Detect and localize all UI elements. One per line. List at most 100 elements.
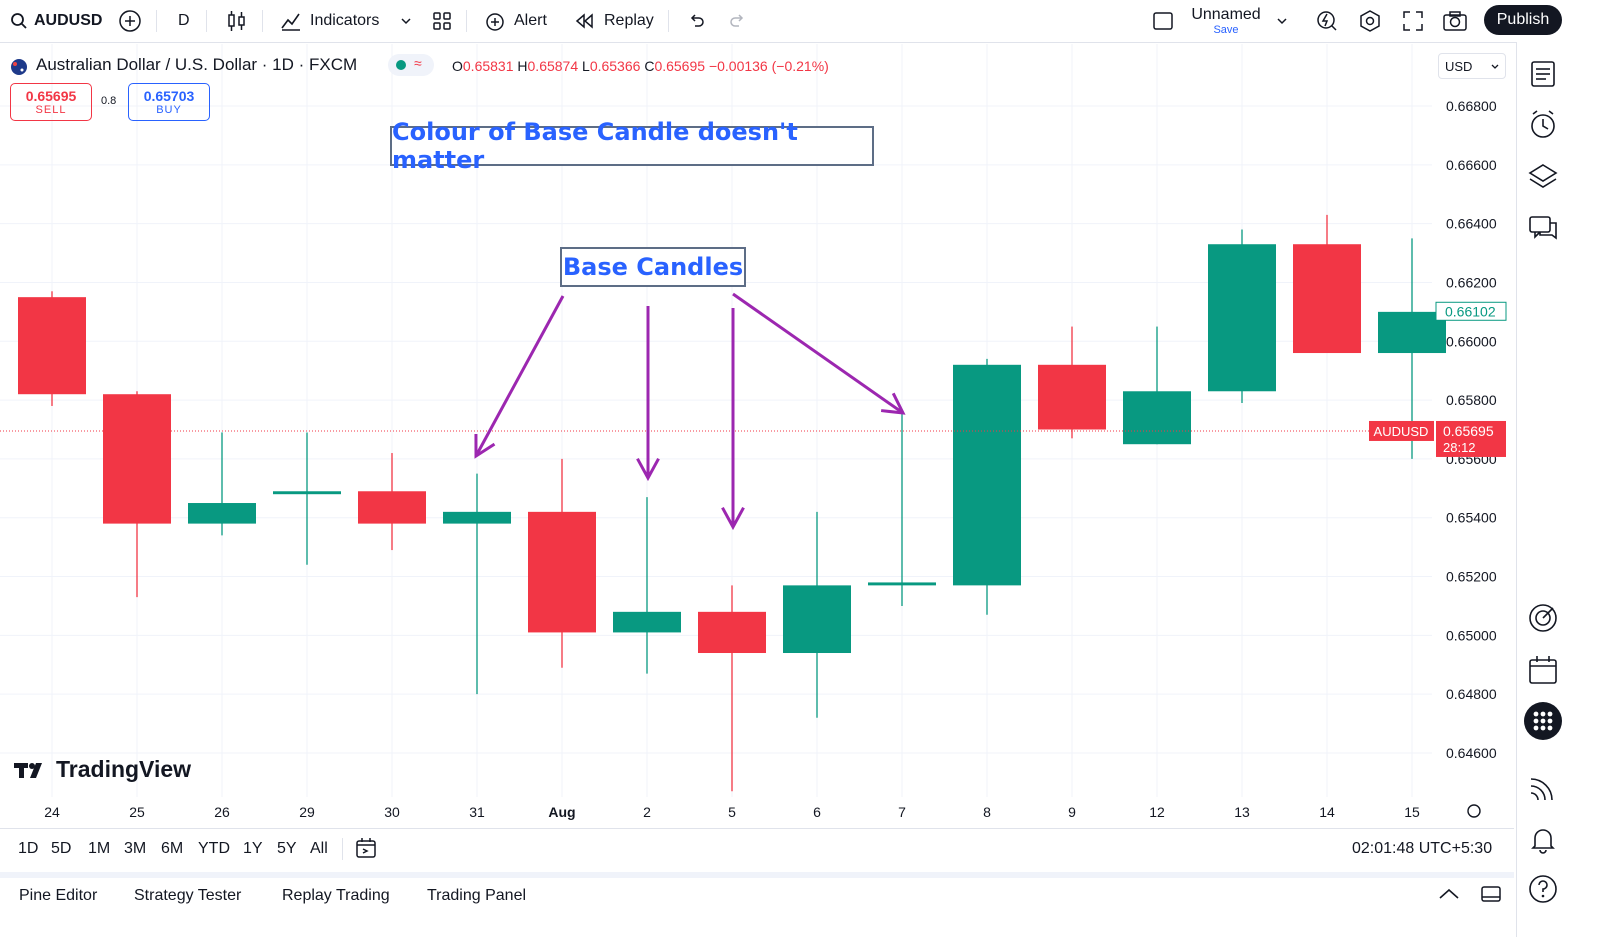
replay-label: Replay xyxy=(604,12,654,29)
candle-body-bearish[interactable] xyxy=(528,511,596,633)
candle-body-bullish[interactable] xyxy=(868,582,936,586)
candle-body-bullish[interactable] xyxy=(273,491,341,495)
indicators-button[interactable]: Indicators xyxy=(280,0,379,42)
candle-body-bullish[interactable] xyxy=(443,511,511,524)
axis-settings-icon[interactable] xyxy=(1467,804,1481,818)
ohlc-readout: O0.65831 H0.65874 L0.65366 C0.65695 −0.0… xyxy=(452,58,829,74)
candle-body-bearish[interactable] xyxy=(103,394,171,524)
alerts-button[interactable] xyxy=(1526,108,1560,142)
chart-type-button[interactable] xyxy=(226,0,248,42)
bottom-tab-strategy-tester[interactable]: Strategy Tester xyxy=(134,887,242,904)
market-status-badge[interactable]: ≈ xyxy=(388,54,434,76)
chat-icon xyxy=(1529,216,1557,240)
price-tick-label: 0.66000 xyxy=(1446,333,1497,349)
clock-timezone[interactable]: 02:01:48 UTC+5:30 xyxy=(1352,840,1493,857)
annotation-arrow[interactable] xyxy=(474,295,565,457)
sell-button[interactable]: 0.65695 SELL xyxy=(10,83,92,121)
range-button-5y[interactable]: 5Y xyxy=(277,840,297,857)
candle-body-bullish[interactable] xyxy=(783,585,851,654)
compare-button[interactable] xyxy=(118,0,142,42)
notifications-button[interactable] xyxy=(1526,822,1560,856)
range-button-3m[interactable]: 3M xyxy=(124,840,147,857)
layout-dropdown[interactable] xyxy=(1276,0,1288,42)
lightning-search-icon xyxy=(1317,11,1337,31)
products-button[interactable] xyxy=(1524,702,1562,740)
alert-button[interactable]: Alert xyxy=(484,0,547,42)
date-tick-label: 13 xyxy=(1234,804,1250,820)
candle-body-bullish[interactable] xyxy=(1378,311,1446,354)
ideas-button[interactable] xyxy=(1526,601,1560,635)
object-tree-button[interactable] xyxy=(1526,160,1560,194)
maximize-panel-button[interactable] xyxy=(1480,884,1502,909)
bottom-tab-replay-trading[interactable]: Replay Trading xyxy=(282,887,390,904)
redo-button[interactable] xyxy=(728,0,748,42)
candle-body-bullish[interactable] xyxy=(953,364,1021,586)
fullscreen-button[interactable] xyxy=(1402,0,1424,42)
range-button-1d[interactable]: 1D xyxy=(18,840,39,857)
base-candles-annotation[interactable]: Base Candles xyxy=(560,247,746,287)
symbol-title[interactable]: Australian Dollar / U.S. Dollar · 1D · F… xyxy=(36,55,358,74)
interval-button[interactable]: D xyxy=(178,12,190,29)
currency-label: USD xyxy=(1445,58,1473,74)
save-label: Save xyxy=(1213,24,1239,36)
settings-button[interactable] xyxy=(1358,0,1382,42)
templates-button[interactable] xyxy=(432,0,452,42)
layers-icon xyxy=(1528,164,1558,188)
buy-button[interactable]: 0.65703 BUY xyxy=(128,83,210,121)
gear-icon xyxy=(1360,10,1380,32)
collapse-panel-button[interactable] xyxy=(1438,886,1460,907)
candle-body-bearish[interactable] xyxy=(358,491,426,524)
calendar-button[interactable] xyxy=(1526,653,1560,687)
range-button-ytd[interactable]: YTD xyxy=(198,840,230,857)
layout-name-label: Unnamed xyxy=(1191,6,1261,23)
date-tick-label: 9 xyxy=(1068,804,1076,820)
chevron-down-icon xyxy=(1491,64,1499,69)
candle-body-bearish[interactable] xyxy=(18,297,86,395)
screenshot-button[interactable] xyxy=(1442,0,1468,42)
annotation-arrow[interactable] xyxy=(732,292,904,415)
watchlist-button[interactable] xyxy=(1526,57,1560,91)
symbol-price-tag-label: AUDUSD xyxy=(1374,424,1429,439)
annotation-arrow-head xyxy=(636,457,660,482)
publish-button[interactable]: Publish xyxy=(1484,5,1562,35)
range-button-1m[interactable]: 1M xyxy=(88,840,111,857)
indicators-dropdown[interactable] xyxy=(400,0,412,42)
candle-body-bullish[interactable] xyxy=(188,503,256,524)
go-to-date-button[interactable] xyxy=(354,836,378,865)
layout-name[interactable]: Unnamed Save xyxy=(1190,6,1262,36)
candle-body-bearish[interactable] xyxy=(698,611,766,654)
help-button[interactable] xyxy=(1526,872,1560,906)
candle-body-bullish[interactable] xyxy=(613,611,681,633)
candle-body-bullish[interactable] xyxy=(1123,391,1191,445)
headline-annotation[interactable]: Colour of Base Candle doesn't matter xyxy=(390,118,874,174)
bottom-tab-trading-panel[interactable]: Trading Panel xyxy=(427,887,527,904)
range-button-6m[interactable]: 6M xyxy=(161,840,184,857)
calendar-icon xyxy=(1529,656,1557,684)
range-button-1y[interactable]: 1Y xyxy=(243,840,263,857)
tradingview-logo[interactable]: TradingView xyxy=(14,756,191,783)
quick-search-button[interactable] xyxy=(1314,0,1338,42)
annotation-arrow-head xyxy=(880,392,906,415)
symbol-search[interactable]: AUDUSD xyxy=(10,0,102,42)
undo-button[interactable] xyxy=(686,0,706,42)
chats-button[interactable] xyxy=(1526,212,1560,246)
candle-body-bullish[interactable] xyxy=(1208,244,1276,392)
bottom-tab-pine-editor[interactable]: Pine Editor xyxy=(19,887,98,904)
calendar-arrow-icon xyxy=(356,838,376,858)
date-tick-label: 30 xyxy=(384,804,400,820)
range-button-all[interactable]: All xyxy=(310,840,328,857)
currency-select[interactable]: USD xyxy=(1438,53,1506,79)
date-tick-label: 6 xyxy=(813,804,821,820)
bottom-panel xyxy=(0,872,1514,943)
current-price-tag xyxy=(1436,420,1506,457)
candle-body-bearish[interactable] xyxy=(1293,244,1361,354)
market-open-dot-icon xyxy=(396,60,406,70)
data-window-button[interactable] xyxy=(1526,771,1560,805)
price-tick-label: 0.65000 xyxy=(1446,627,1497,643)
replay-button[interactable]: Replay xyxy=(574,0,654,42)
range-button-5d[interactable]: 5D xyxy=(51,840,72,857)
grid-icon xyxy=(433,12,451,30)
close-key: C xyxy=(644,58,655,74)
layout-button[interactable] xyxy=(1152,0,1174,42)
candle-body-bearish[interactable] xyxy=(1038,364,1106,430)
